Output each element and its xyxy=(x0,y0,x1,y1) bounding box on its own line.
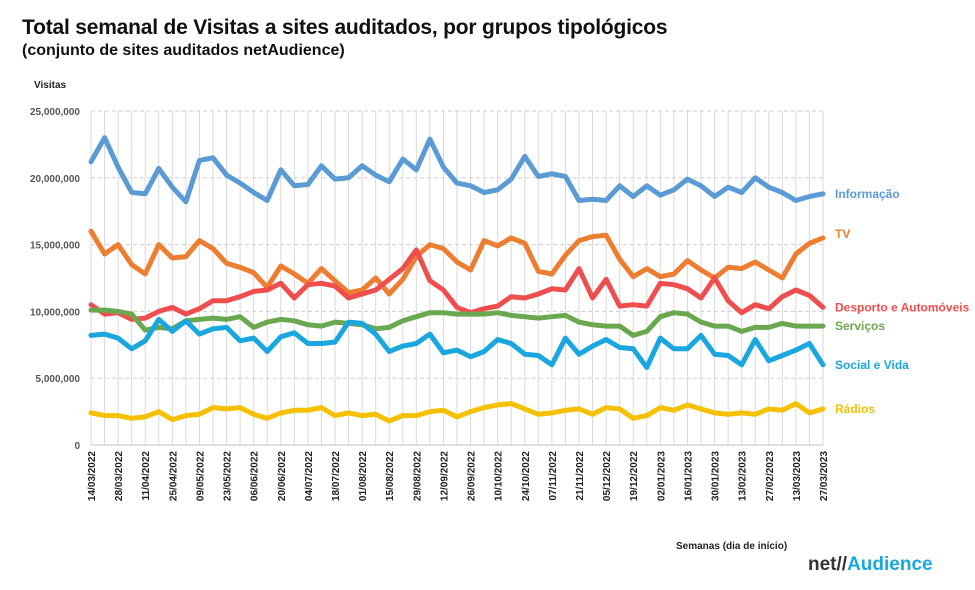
x-tick-label: 20/06/2022 xyxy=(277,451,288,501)
series-labels: Informação TV Desporto e Automóveis Serviço… xyxy=(835,187,970,416)
x-axis-ticks: 14/03/2022 28/03/2022 11/04/2022 25/04/2022… xyxy=(87,451,830,501)
x-tick-label: 05/12/2022 xyxy=(602,451,613,501)
x-tick-label: 14/03/2022 xyxy=(87,451,98,501)
logo-net: net// xyxy=(808,554,848,575)
x-axis-label: Semanas (dia de início) xyxy=(676,541,788,552)
series-label: Desporto e Automóveis xyxy=(835,300,970,314)
x-tick-label: 11/04/2022 xyxy=(141,451,152,501)
x-tick-label: 19/12/2022 xyxy=(629,451,640,501)
series-line xyxy=(88,307,826,338)
x-tick-label: 06/06/2022 xyxy=(250,451,261,501)
x-tick-label: 10/10/2022 xyxy=(494,451,505,501)
y-axis-label: Visitas xyxy=(34,80,67,91)
y-tick-label: 25,000,000 xyxy=(30,107,80,118)
x-tick-label: 25/04/2022 xyxy=(168,451,179,501)
series-line xyxy=(88,247,826,322)
x-tick-label: 13/03/2023 xyxy=(792,451,803,501)
x-tick-label: 01/08/2022 xyxy=(358,451,369,501)
x-tick-label: 28/03/2022 xyxy=(114,451,125,501)
x-tick-label: 23/05/2022 xyxy=(223,451,234,501)
x-tick-label: 27/02/2023 xyxy=(765,451,776,501)
x-tick-label: 12/09/2022 xyxy=(439,451,450,501)
x-tick-label: 30/01/2023 xyxy=(711,451,722,501)
series-line xyxy=(88,401,826,424)
series-label: Social e Vida xyxy=(835,358,909,372)
series-line xyxy=(88,135,826,205)
x-tick-label: 04/07/2022 xyxy=(304,451,315,501)
series-label: Informação xyxy=(835,187,900,201)
series-label: Serviços xyxy=(835,319,885,333)
y-axis-ticks: 0 5,000,000 10,000,000 15,000,000 20,000,000… xyxy=(30,107,81,452)
x-tick-label: 13/02/2023 xyxy=(738,451,749,501)
series-line xyxy=(88,228,826,297)
x-tick-label: 09/05/2022 xyxy=(195,451,206,501)
x-tick-label: 16/01/2023 xyxy=(683,451,694,501)
series-line xyxy=(88,316,826,370)
x-tick-label: 27/03/2023 xyxy=(819,451,830,501)
chart-title: Total semanal de Visitas a sites auditad… xyxy=(22,16,668,39)
x-tick-label: 24/10/2022 xyxy=(521,451,532,501)
y-tick-label: 0 xyxy=(74,441,80,452)
y-tick-label: 20,000,000 xyxy=(30,174,80,185)
netaudience-logo: net//Audience xyxy=(808,554,933,576)
y-tick-label: 5,000,000 xyxy=(36,374,81,385)
series-label: TV xyxy=(835,227,850,241)
x-tick-label: 21/11/2022 xyxy=(575,451,586,501)
y-tick-label: 15,000,000 xyxy=(30,241,80,252)
x-tick-label: 18/07/2022 xyxy=(331,451,342,501)
x-tick-label: 29/08/2022 xyxy=(412,451,423,501)
chart-subtitle: (conjunto de sites auditados netAudience… xyxy=(22,42,345,59)
series-lines xyxy=(88,135,826,424)
series-label: Rádios xyxy=(835,402,875,416)
x-tick-label: 15/08/2022 xyxy=(385,451,396,501)
x-tick-label: 07/11/2022 xyxy=(548,451,559,501)
x-tick-label: 26/09/2022 xyxy=(467,451,478,501)
logo-audience: Audience xyxy=(847,554,933,575)
y-tick-label: 10,000,000 xyxy=(30,307,80,318)
x-tick-label: 02/01/2023 xyxy=(656,451,667,501)
